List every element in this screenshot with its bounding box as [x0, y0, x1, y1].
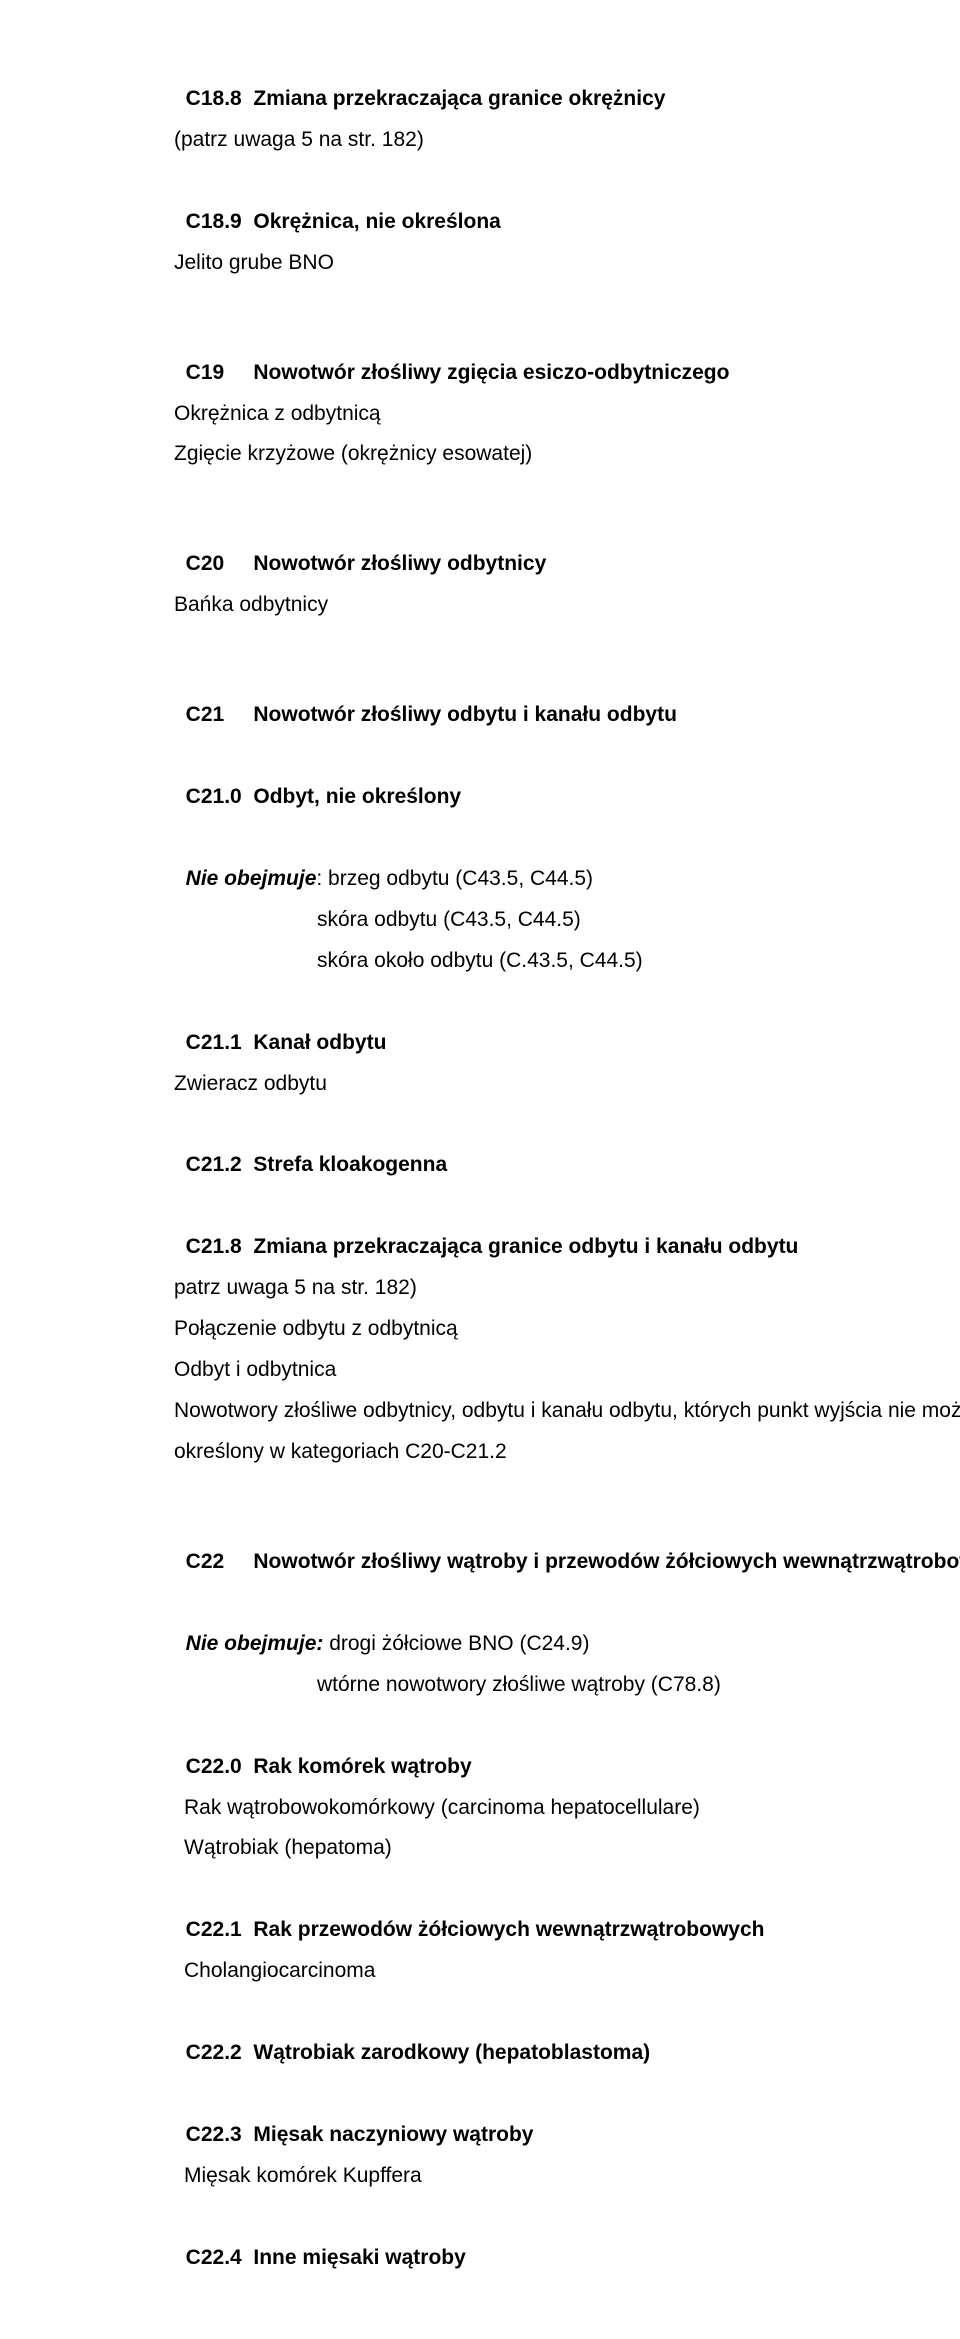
title-c22: Nowotwór złośliwy wątroby i przewodów żó…	[253, 1550, 960, 1573]
title-c22-2: Wątrobiak zarodkowy (hepatoblastoma)	[253, 2041, 650, 2064]
entry-c22: C22 Nowotwór złośliwy wątroby i przewodó…	[112, 1501, 960, 1583]
code-c22-3: C22.3	[186, 2123, 242, 2146]
entry-c19: C19 Nowotwór złośliwy zgięcia esiczo-odb…	[112, 312, 960, 394]
code-c21-2: C21.2	[186, 1153, 242, 1176]
title-c19: Nowotwór złośliwy zgięcia esiczo-odbytni…	[253, 361, 729, 384]
title-c18-9: Okrężnica, nie określona	[253, 210, 500, 233]
entry-c21-2: C21.2 Strefa kloakogenna	[112, 1105, 960, 1187]
code-c21: C21	[186, 703, 225, 726]
entry-c22-2: C22.2 Wątrobiak zarodkowy (hepatoblastom…	[112, 1992, 960, 2074]
title-c21-8: Zmiana przekraczająca granice odbytu i k…	[253, 1235, 798, 1258]
sub-c21-0-nie: Nie obejmuje: brzeg odbytu (C43.5, C44.5…	[112, 818, 960, 900]
code-c22-2: C22.2	[186, 2041, 242, 2064]
entry-c18-9: C18.9 Okrężnica, nie określona	[112, 161, 960, 243]
code-c22-0: C22.0	[186, 1755, 242, 1778]
code-c18-8: C18.8	[186, 87, 242, 110]
nie-rest-c22: drogi żółciowe BNO (C24.9)	[323, 1632, 589, 1655]
code-c21-1: C21.1	[186, 1031, 242, 1054]
sub-c21-8-3: Odbyt i odbytnica	[112, 1350, 960, 1391]
sub-c21-0-2: skóra odbytu (C43.5, C44.5)	[112, 900, 960, 941]
sub-c22-1-1: Cholangiocarcinoma	[112, 1951, 960, 1992]
entry-c22-4: C22.4 Inne mięsaki wątroby	[112, 2197, 960, 2279]
entry-c22-0: C22.0 Rak komórek wątroby	[112, 1706, 960, 1788]
entry-c20: C20 Nowotwór złośliwy odbytnicy	[112, 503, 960, 585]
sub-c20-1: Bańka odbytnicy	[112, 585, 960, 626]
entry-c18-8: C18.8 Zmiana przekraczająca granice okrę…	[112, 38, 960, 120]
sub-c22-0-2: Wątrobiak (hepatoma)	[112, 1828, 960, 1869]
sub-c22-3-1: Mięsak komórek Kupffera	[112, 2156, 960, 2197]
sub-c22-0-1: Rak wątrobowokomórkowy (carcinoma hepato…	[112, 1788, 960, 1829]
sub-c22-2: wtórne nowotwory złośliwe wątroby (C78.8…	[112, 1665, 960, 1706]
code-c22-4: C22.4	[186, 2246, 242, 2269]
code-c22: C22	[186, 1550, 225, 1573]
sub-c21-8-1: patrz uwaga 5 na str. 182)	[112, 1268, 960, 1309]
entry-c21-1: C21.1 Kanał odbytu	[112, 982, 960, 1064]
sub-c18-9-1: Jelito grube BNO	[112, 243, 960, 284]
title-c22-3: Mięsak naczyniowy wątroby	[253, 2123, 533, 2146]
title-c22-4: Inne mięsaki wątroby	[253, 2246, 465, 2269]
sub-c22-nie: Nie obejmuje: drogi żółciowe BNO (C24.9)	[112, 1583, 960, 1665]
code-c19: C19	[186, 361, 225, 384]
sub-c21-8-4: Nowotwory złośliwe odbytnicy, odbytu i k…	[112, 1391, 960, 1473]
code-c21-0: C21.0	[186, 785, 242, 808]
nie-label-c21-0: Nie obejmuje	[186, 867, 317, 890]
title-c21-1: Kanał odbytu	[253, 1031, 386, 1054]
entry-c21-0: C21.0 Odbyt, nie określony	[112, 736, 960, 818]
code-c21-8: C21.8	[186, 1235, 242, 1258]
code-c18-9: C18.9	[186, 210, 242, 233]
sub-c21-8-2: Połączenie odbytu z odbytnicą	[112, 1309, 960, 1350]
title-c22-1: Rak przewodów żółciowych wewnątrzwątrobo…	[253, 1918, 764, 1941]
title-c22-0: Rak komórek wątroby	[253, 1755, 471, 1778]
entry-c21: C21 Nowotwór złośliwy odbytu i kanału od…	[112, 654, 960, 736]
sub-c19-2: Zgięcie krzyżowe (okrężnicy esowatej)	[112, 434, 960, 475]
code-c22-1: C22.1	[186, 1918, 242, 1941]
nie-label-c22: Nie obejmuje:	[186, 1632, 324, 1655]
entry-c22-1: C22.1 Rak przewodów żółciowych wewnątrzw…	[112, 1869, 960, 1951]
title-c21-0: Odbyt, nie określony	[253, 785, 461, 808]
sub-c21-1-1: Zwieracz odbytu	[112, 1064, 960, 1105]
title-c18-8: Zmiana przekraczająca granice okrężnicy	[253, 87, 665, 110]
sub-c18-8-1: (patrz uwaga 5 na str. 182)	[112, 120, 960, 161]
entry-c21-8: C21.8 Zmiana przekraczająca granice odby…	[112, 1186, 960, 1268]
sub-c21-0-3: skóra około odbytu (C.43.5, C44.5)	[112, 941, 960, 982]
sub-c19-1: Okrężnica z odbytnicą	[112, 394, 960, 435]
entry-c22-3: C22.3 Mięsak naczyniowy wątroby	[112, 2074, 960, 2156]
code-c20: C20	[186, 552, 225, 575]
title-c21: Nowotwór złośliwy odbytu i kanału odbytu	[253, 703, 677, 726]
title-c21-2: Strefa kloakogenna	[253, 1153, 447, 1176]
nie-rest-c21-0: : brzeg odbytu (C43.5, C44.5)	[316, 867, 593, 890]
title-c20: Nowotwór złośliwy odbytnicy	[253, 552, 546, 575]
